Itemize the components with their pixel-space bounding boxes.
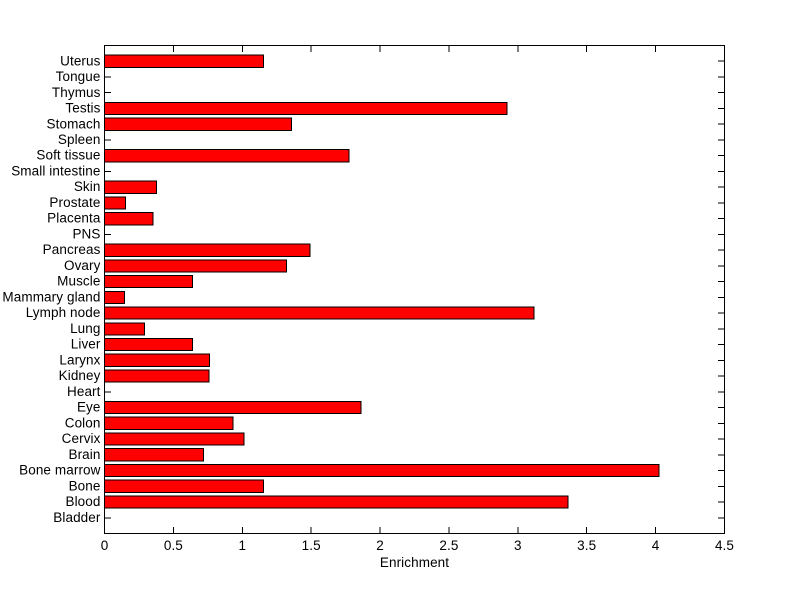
svg-text:Pancreas: Pancreas	[43, 242, 101, 257]
svg-text:Liver: Liver	[71, 337, 101, 352]
svg-text:Kidney: Kidney	[59, 368, 101, 383]
svg-text:Soft tissue: Soft tissue	[36, 148, 100, 163]
svg-text:Prostate: Prostate	[49, 195, 100, 210]
svg-text:Enrichment: Enrichment	[380, 555, 449, 570]
svg-text:Testis: Testis	[65, 101, 100, 116]
svg-text:Tongue: Tongue	[56, 69, 101, 84]
svg-text:Skin: Skin	[74, 179, 101, 194]
svg-text:Larynx: Larynx	[59, 352, 100, 367]
svg-text:Heart: Heart	[67, 384, 101, 399]
svg-text:0: 0	[101, 538, 109, 553]
svg-text:0.5: 0.5	[164, 538, 183, 553]
svg-text:4: 4	[652, 538, 660, 553]
svg-text:Bladder: Bladder	[53, 510, 101, 525]
svg-text:PNS: PNS	[72, 226, 100, 241]
svg-text:1.5: 1.5	[302, 538, 321, 553]
svg-text:2.5: 2.5	[439, 538, 458, 553]
svg-text:Brain: Brain	[68, 447, 100, 462]
svg-text:Mammary gland: Mammary gland	[2, 289, 100, 304]
svg-text:Muscle: Muscle	[57, 274, 100, 289]
svg-text:Lymph node: Lymph node	[26, 305, 101, 320]
svg-text:Placenta: Placenta	[47, 211, 101, 226]
svg-text:3: 3	[514, 538, 522, 553]
svg-text:Uterus: Uterus	[60, 53, 101, 68]
svg-text:Cervix: Cervix	[62, 431, 101, 446]
svg-text:Spleen: Spleen	[58, 132, 101, 147]
svg-text:Small intestine: Small intestine	[11, 163, 100, 178]
svg-text:Colon: Colon	[65, 415, 101, 430]
svg-text:1: 1	[238, 538, 246, 553]
svg-text:Thymus: Thymus	[52, 85, 101, 100]
svg-text:Stomach: Stomach	[47, 116, 101, 131]
svg-text:4.5: 4.5	[715, 538, 734, 553]
svg-text:Blood: Blood	[65, 494, 100, 509]
svg-text:Bone: Bone	[69, 478, 101, 493]
svg-text:2: 2	[376, 538, 384, 553]
svg-text:Ovary: Ovary	[64, 258, 101, 273]
svg-text:Eye: Eye	[77, 400, 101, 415]
svg-text:Lung: Lung	[70, 321, 100, 336]
svg-text:Bone marrow: Bone marrow	[19, 463, 101, 478]
svg-text:3.5: 3.5	[577, 538, 596, 553]
